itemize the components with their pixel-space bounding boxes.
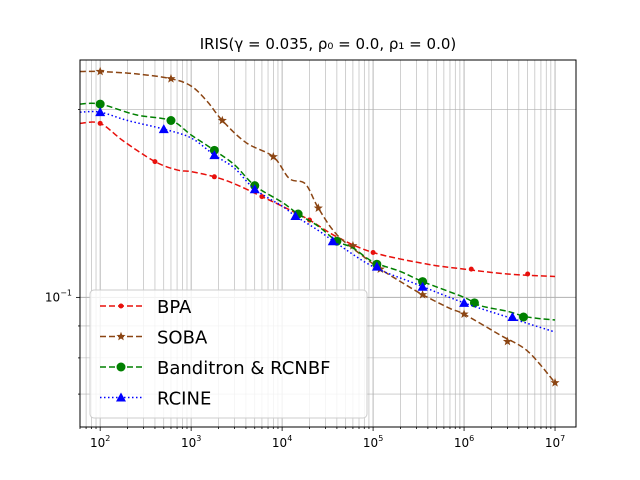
data-point [507, 312, 518, 322]
legend-label: Banditron & RCNBF [157, 358, 331, 379]
chart-title: IRIS(γ = 0.035, ρ₀ = 0.0, ρ₁ = 0.0) [200, 35, 456, 53]
data-point [166, 116, 176, 126]
data-point [502, 336, 513, 346]
legend-marker [116, 331, 126, 341]
data-point [417, 281, 428, 291]
legend-label: RCINE [157, 389, 211, 410]
data-point [95, 107, 106, 117]
series-line [80, 121, 556, 278]
data-point [418, 277, 428, 287]
x-tick-label: 106 [454, 434, 474, 450]
x-tick-label: 105 [363, 434, 383, 450]
data-point [348, 240, 358, 250]
legend-box [89, 289, 368, 419]
series-line [80, 110, 556, 333]
legend-label: SOBA [157, 328, 208, 349]
series-line [80, 70, 556, 384]
x-tick-label: 104 [272, 434, 292, 450]
series-line [80, 102, 556, 321]
series-rcine [80, 107, 556, 333]
legend: BPA SOBA Banditron & RCNBF RCINE [89, 289, 368, 419]
data-point [525, 271, 531, 277]
data-point [217, 115, 227, 125]
legend-label: BPA [157, 297, 192, 318]
data-point [459, 309, 469, 319]
data-point [418, 289, 428, 299]
x-tick-label: 107 [545, 434, 565, 450]
data-point [209, 150, 220, 160]
data-point [152, 159, 158, 165]
series-bpa [80, 120, 556, 278]
data-point [468, 266, 474, 272]
data-point [158, 124, 169, 134]
x-tick-label: 103 [181, 434, 201, 450]
data-point [166, 73, 176, 83]
series-group [80, 66, 560, 387]
data-point [550, 377, 560, 387]
legend-marker [116, 392, 126, 402]
data-point [371, 261, 382, 271]
data-point [249, 184, 260, 194]
data-point [259, 194, 265, 200]
data-point [97, 120, 103, 126]
data-point [211, 174, 217, 180]
y-tick-label: 10−1 [45, 288, 72, 304]
data-point [459, 297, 470, 307]
data-point [95, 66, 105, 76]
data-point [95, 99, 105, 109]
data-point [518, 312, 528, 322]
data-point [370, 250, 376, 256]
legend-marker [118, 303, 124, 309]
x-tick-label: 102 [90, 434, 110, 450]
axes: 102 103 104 105 106 107 10−1 [45, 109, 565, 450]
plot-frame [79, 59, 577, 428]
legend-marker [116, 362, 126, 372]
data-point [313, 203, 323, 212]
data-point [290, 211, 301, 221]
data-point [327, 236, 338, 246]
data-point [268, 151, 278, 161]
